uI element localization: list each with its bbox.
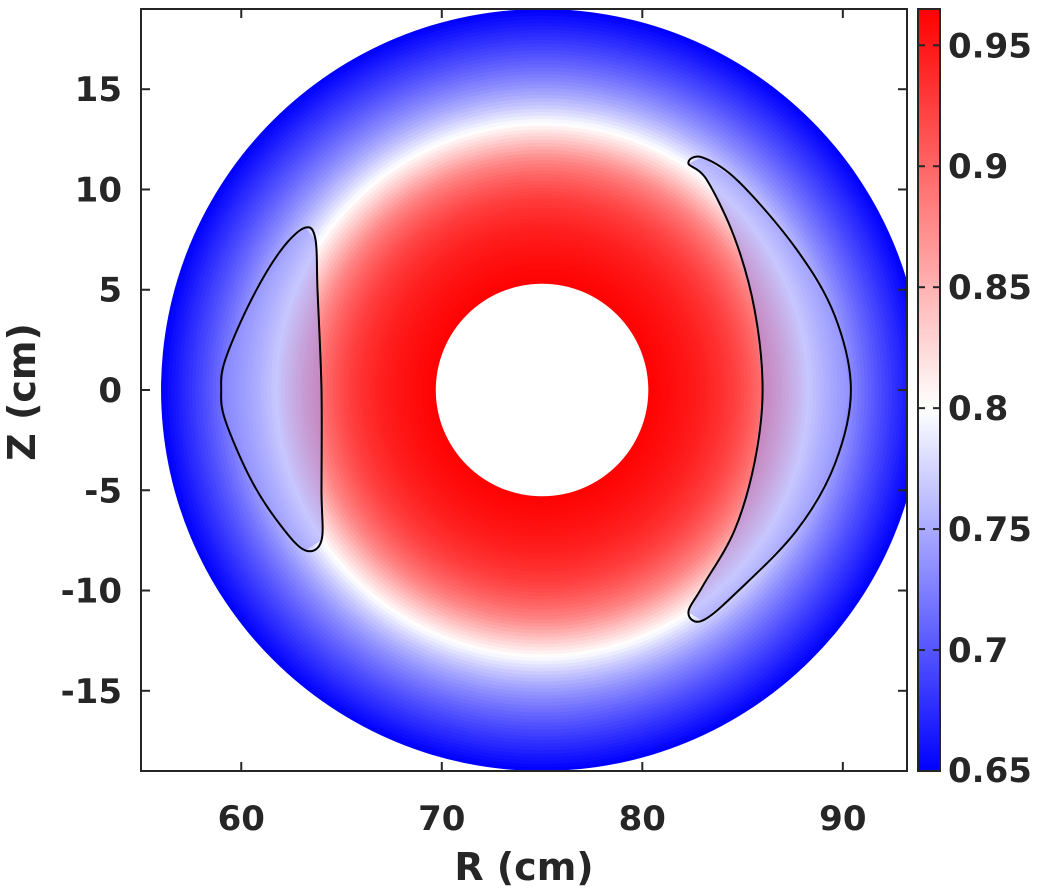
- colorbar-ticks: 0.95 0.9 0.85 0.8 0.75 0.7 0.65: [918, 26, 1032, 791]
- colorbar-tick-label: 0.95: [948, 26, 1032, 66]
- colorbar-frame: [917, 8, 941, 772]
- y-tick-label: 10: [75, 170, 122, 210]
- colorbar-tick-label: 0.75: [948, 510, 1032, 550]
- colorbar-tick-label: 0.65: [948, 751, 1032, 791]
- island-fill: [221, 227, 322, 551]
- x-axis: 60 70 80 90: [218, 9, 866, 839]
- colorbar-gradient: [918, 9, 940, 771]
- x-tick-label: 60: [218, 799, 265, 839]
- y-axis: 15 10 5 0 -5 -10 -15: [61, 70, 907, 712]
- colorbar-tick-label: 0.8: [948, 389, 1008, 429]
- colorbar-tick-label: 0.85: [948, 268, 1032, 308]
- y-axis-label: Z (cm): [0, 323, 44, 461]
- y-tick-label: -5: [84, 471, 122, 511]
- inner-hole: [435, 283, 649, 497]
- contour-line: [687, 155, 852, 623]
- colorbar-tick-label: 0.9: [948, 147, 1008, 187]
- island-fill: [688, 157, 851, 621]
- colormap-field: [161, 9, 907, 771]
- x-tick-label: 70: [418, 799, 465, 839]
- x-tick-label: 80: [619, 799, 666, 839]
- x-axis-label: R (cm): [454, 845, 593, 889]
- y-tick-label: -10: [61, 572, 122, 612]
- x-tick-label: 90: [819, 799, 866, 839]
- plot-area: 60 70 80 90 15 10 5 0 -5 -10 -15: [61, 8, 908, 839]
- contour-lines: [220, 155, 852, 623]
- colorbar-tick-label: 0.7: [948, 631, 1008, 671]
- contour-line: [220, 226, 324, 553]
- colorbar: 0.95 0.9 0.85 0.8 0.75 0.7 0.65: [917, 8, 1032, 791]
- y-tick-label: -15: [61, 672, 122, 712]
- y-tick-label: 5: [98, 271, 122, 311]
- y-tick-label: 0: [98, 371, 122, 411]
- y-tick-label: 15: [75, 70, 122, 110]
